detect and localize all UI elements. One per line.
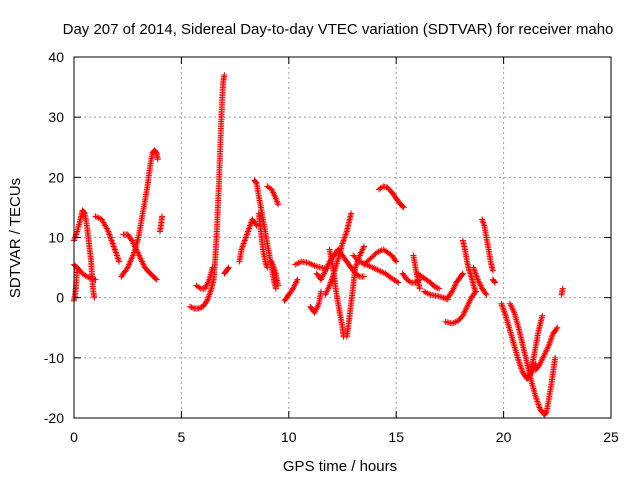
x-tick-label: 15 (388, 429, 404, 445)
data-markers (532, 324, 561, 373)
grid-layer (74, 57, 611, 418)
series-arc-34 (479, 216, 496, 274)
series-arc-22 (343, 243, 367, 340)
x-tick-label: 5 (178, 429, 186, 445)
data-markers (92, 213, 123, 265)
series-arc-04 (92, 213, 123, 265)
data-markers (376, 183, 407, 211)
data-markers (281, 276, 301, 304)
series-arc-29 (421, 288, 451, 303)
x-tick-label: 10 (281, 429, 297, 445)
data-markers (459, 237, 479, 295)
series-arc-06 (120, 231, 160, 283)
x-tick-label: 25 (603, 429, 619, 445)
y-axis-title: SDTVAR / TECUs (7, 178, 24, 298)
data-markers (187, 72, 228, 312)
data-markers (526, 312, 546, 379)
series-arc-18 (307, 288, 324, 316)
series-arc-15 (268, 258, 282, 289)
data-markers (444, 270, 466, 301)
data-markers (361, 246, 400, 268)
series-arc-25 (376, 183, 407, 211)
series-arc-08 (187, 72, 228, 312)
series-arc-39 (532, 324, 561, 373)
y-tick-label: 30 (48, 109, 64, 125)
data-layer (71, 72, 566, 418)
series-arc-38 (526, 312, 546, 379)
x-axis-title: GPS time / hours (283, 458, 397, 475)
data-markers (414, 270, 443, 292)
series-arc-31 (444, 270, 466, 301)
series-arc-07 (156, 213, 166, 235)
data-markers (193, 264, 216, 292)
y-tick-label: 0 (56, 290, 64, 306)
data-markers (307, 288, 324, 316)
y-tick-label: -10 (44, 350, 64, 366)
data-markers (156, 213, 166, 235)
data-markers (264, 183, 282, 208)
data-markers (442, 288, 479, 327)
series-arc-13 (255, 210, 271, 271)
series-arc-40 (558, 285, 566, 298)
data-markers (268, 258, 282, 289)
data-markers (558, 285, 566, 298)
series-arc-37 (507, 300, 559, 418)
series-arc-14 (264, 183, 282, 208)
data-markers (221, 264, 232, 277)
data-markers (507, 300, 559, 418)
data-markers (489, 276, 498, 286)
series-arc-24 (361, 246, 400, 268)
data-markers (421, 288, 451, 303)
series-arc-10 (221, 264, 232, 277)
x-tick-label: 0 (70, 429, 78, 445)
y-tick-label: 40 (48, 49, 64, 65)
chart-title: Day 207 of 2014, Sidereal Day-to-day VTE… (63, 21, 614, 38)
series-arc-33 (470, 264, 490, 298)
y-tick-label: 20 (48, 169, 64, 185)
series-arc-09 (193, 264, 216, 292)
y-tick-label: 10 (48, 230, 64, 246)
data-markers (120, 231, 160, 283)
data-markers (236, 216, 260, 265)
series-arc-28 (414, 270, 443, 292)
series-arc-11 (236, 216, 260, 265)
series-arc-32 (459, 237, 479, 295)
series-arc-30 (442, 288, 479, 327)
data-markers (292, 258, 331, 272)
series-arc-27 (410, 252, 423, 292)
data-markers (255, 210, 271, 271)
series-arc-16 (281, 276, 301, 304)
y-tick-label: -20 (44, 410, 64, 426)
data-markers (343, 243, 367, 340)
x-tick-label: 20 (496, 429, 512, 445)
data-markers (410, 252, 423, 292)
data-markers (470, 264, 490, 298)
tick-layer: 0 5 10 15 20 25 -20 -10 0 10 20 30 40 (44, 49, 619, 445)
series-arc-35 (489, 276, 498, 286)
series-arc-17 (292, 258, 331, 272)
data-markers (479, 216, 496, 274)
